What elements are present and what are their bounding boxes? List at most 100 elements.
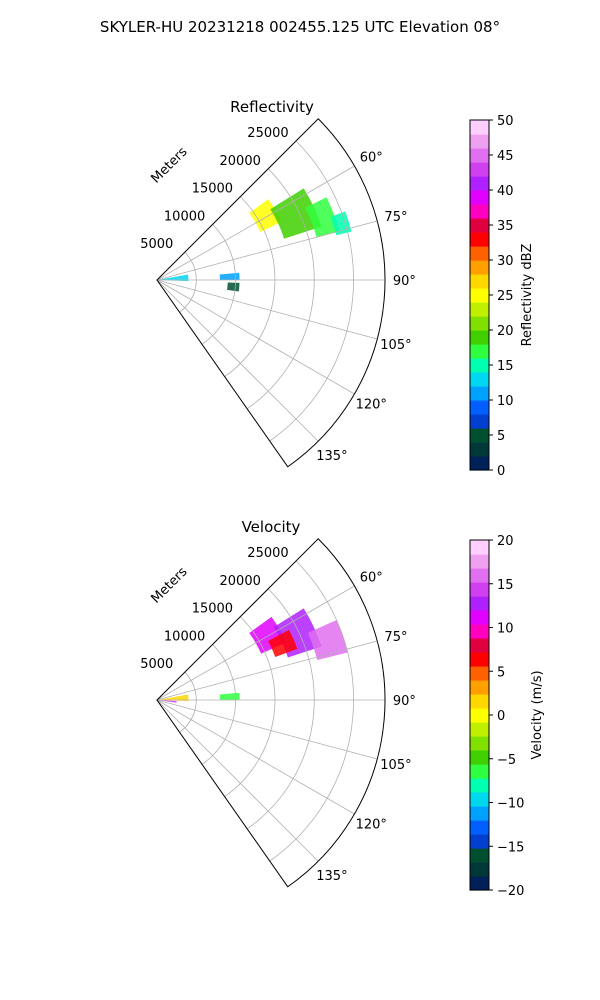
range-tick-label: 10000 [164, 209, 205, 224]
azimuth-gridline-3 [156, 699, 378, 760]
velocity-colorbar: −20 −15 −10 −5 0 5 10 15 20 [469, 534, 524, 899]
azimuth-gridline-1 [156, 220, 378, 281]
sector-outline [156, 118, 386, 468]
range-tick-label: 15000 [192, 182, 233, 197]
colorbar-segment [470, 456, 489, 471]
colorbar-segment [470, 176, 489, 191]
range-tick-label: 5000 [140, 237, 173, 252]
echo-region-5 [219, 272, 240, 280]
velocity-polar-plot: 5000 10000 15000 20000 25000 60° 75° 90° 105° 120… [140, 538, 416, 888]
colorbar-segment [470, 806, 489, 821]
azimuth-tick-label: 135° [316, 869, 347, 884]
colorbar-segment [470, 638, 489, 653]
colorbar-segment [470, 302, 489, 317]
range-tick-label: 5000 [140, 657, 173, 672]
azimuth-tick-label: 105° [380, 758, 411, 773]
colorbar-tick-label: 50 [497, 114, 514, 129]
colorbar-segment [470, 442, 489, 457]
colorbar-tick-label: −20 [497, 884, 524, 899]
colorbar-tick-label: 25 [497, 289, 514, 304]
range-ring-2 [224, 196, 276, 377]
colorbar-segment [470, 372, 489, 387]
colorbar-tick-label: 5 [497, 665, 505, 680]
colorbar-tick-label: 0 [497, 709, 505, 724]
azimuth-tick-label: 60° [360, 150, 383, 165]
azimuth-tick-label: 60° [360, 570, 383, 585]
echo-region-1 [270, 188, 322, 239]
colorbar-tick-label: 35 [497, 219, 514, 234]
reflectivity-panel: Reflectivity Meters 5000 10000 15000 20000 2… [140, 98, 535, 479]
colorbar-tick-label: 15 [497, 359, 514, 374]
echo-region-3 [307, 620, 348, 661]
range-ring-3 [246, 588, 315, 830]
colorbar-segment [470, 204, 489, 219]
colorbar-segment [470, 834, 489, 849]
colorbar-tick-label: 45 [497, 149, 514, 164]
range-ring-2 [224, 616, 276, 797]
colorbar-segment [470, 134, 489, 149]
colorbar-segment [470, 820, 489, 835]
azimuth-gridline-5 [156, 699, 319, 862]
colorbar-segment [470, 848, 489, 863]
colorbar-segment [470, 316, 489, 331]
colorbar-segment [470, 344, 489, 359]
colorbar-segment [470, 792, 489, 807]
colorbar-segment [470, 386, 489, 401]
colorbar-tick-label: 40 [497, 184, 514, 199]
colorbar-segment [470, 414, 489, 429]
range-tick-label: 20000 [220, 154, 261, 169]
velocity-title: Velocity [242, 518, 301, 536]
colorbar-segment [470, 218, 489, 233]
colorbar-segment [470, 764, 489, 779]
azimuth-gridline-5 [156, 279, 319, 442]
azimuth-gridline-1 [156, 640, 378, 701]
colorbar-segment [470, 694, 489, 709]
colorbar-tick-label: 0 [497, 464, 505, 479]
colorbar-segment [470, 428, 489, 443]
echo-region-5 [219, 692, 240, 700]
colorbar-tick-label: 5 [497, 429, 505, 444]
figure-suptitle: SKYLER-HU 20231218 002455.125 UTC Elevat… [100, 18, 500, 36]
colorbar-segment [470, 274, 489, 289]
azimuth-tick-label: 105° [380, 338, 411, 353]
colorbar-segment [470, 190, 489, 205]
colorbar-segment [470, 680, 489, 695]
velocity-range-label: Meters [149, 564, 191, 606]
reflectivity-polar-plot: 5000 10000 15000 20000 25000 60° 75° 90° 105° 120… [140, 118, 416, 468]
colorbar-segment [470, 736, 489, 751]
colorbar-segment [470, 260, 489, 275]
colorbar-tick-label: 10 [497, 394, 514, 409]
colorbar-segment [470, 778, 489, 793]
colorbar-segment [470, 568, 489, 583]
echo-region-4 [160, 694, 189, 702]
colorbar-segment [470, 288, 489, 303]
range-ring-0 [179, 251, 197, 313]
colorbar-tick-label: 20 [497, 324, 514, 339]
colorbar-segment [470, 722, 489, 737]
azimuth-tick-label: 90° [393, 274, 416, 289]
colorbar-segment [470, 652, 489, 667]
colorbar-segment [470, 666, 489, 681]
colorbar-segment [470, 330, 489, 345]
range-tick-label: 10000 [164, 629, 205, 644]
azimuth-tick-label: 135° [316, 449, 347, 464]
colorbar-segment [470, 610, 489, 625]
reflectivity-colorbar-label: Reflectivity dBZ [520, 244, 535, 347]
velocity-panel: Velocity Meters 5000 10000 15000 20000 25000… [140, 518, 545, 899]
sector-outline [156, 538, 386, 888]
azimuth-gridline-3 [156, 279, 378, 340]
colorbar-segment [470, 358, 489, 373]
echo-region-2 [268, 629, 298, 657]
colorbar-tick-label: 15 [497, 578, 514, 593]
reflectivity-title: Reflectivity [230, 98, 314, 116]
range-ring-3 [246, 168, 315, 410]
azimuth-gridline-0 [156, 165, 355, 281]
colorbar-segment [470, 120, 489, 135]
colorbar-segment [470, 148, 489, 163]
azimuth-tick-label: 120° [356, 818, 387, 833]
azimuth-tick-label: 120° [356, 398, 387, 413]
colorbar-segment [470, 162, 489, 177]
azimuth-tick-label: 75° [384, 210, 407, 225]
colorbar-segment [470, 596, 489, 611]
azimuth-gridline-4 [156, 279, 355, 395]
